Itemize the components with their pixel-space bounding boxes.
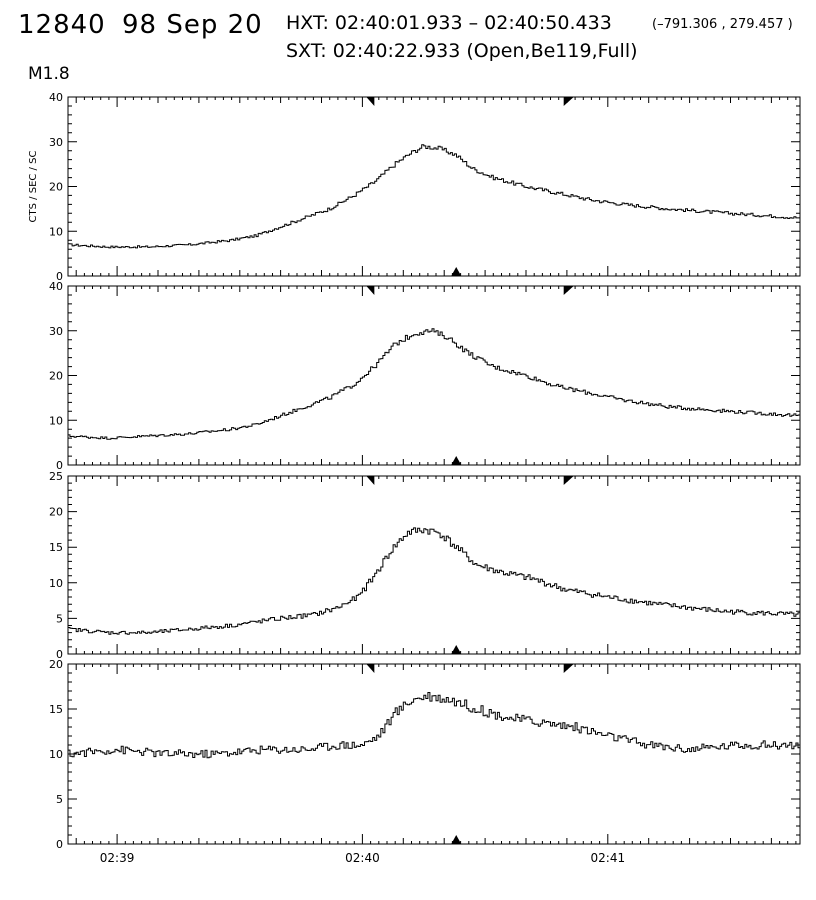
hxt-start-marker <box>366 286 375 295</box>
lightcurve-series <box>68 328 800 440</box>
y-tick-label: 20 <box>49 181 63 194</box>
y-tick-label: 30 <box>49 136 63 149</box>
y-tick-label: 40 <box>49 91 63 104</box>
hxt-start-marker <box>366 664 375 673</box>
y-tick-label: 20 <box>49 370 63 383</box>
x-ticks <box>67 476 797 654</box>
x-ticks <box>67 664 797 844</box>
lightcurve-series <box>68 692 800 759</box>
coordinates: (–791.306 , 279.457 ) <box>652 17 793 32</box>
hxt-start-marker <box>366 476 375 485</box>
x-tick-label: 02:41 <box>591 851 626 865</box>
plot-frame <box>67 96 801 277</box>
y-tick-label: 15 <box>49 703 63 716</box>
event-date: 98 Sep 20 <box>122 10 263 40</box>
sxt-time-marker <box>451 645 462 654</box>
y-tick-label: 20 <box>49 506 63 519</box>
y-tick-label: 0 <box>56 838 63 851</box>
sxt-time-marker <box>451 456 462 465</box>
hxt-start-marker <box>366 97 375 106</box>
lightcurve-series <box>68 527 800 635</box>
plot-frame <box>67 285 801 466</box>
x-tick-label: 02:40 <box>345 851 380 865</box>
y-tick-label: 10 <box>49 414 63 427</box>
flare-class: M1.8 <box>28 64 70 84</box>
hxt-end-marker <box>563 476 574 485</box>
y-tick-label: 25 <box>49 470 63 483</box>
hxt-interval: HXT: 02:40:01.933 – 02:40:50.433 <box>286 12 612 34</box>
x-ticks <box>67 286 797 465</box>
y-tick-label: 30 <box>49 325 63 338</box>
sxt-time-marker <box>451 267 462 276</box>
y-ticks <box>68 96 800 277</box>
y-tick-label: 5 <box>56 793 63 806</box>
y-tick-label: 0 <box>56 270 63 283</box>
y-tick-label: 40 <box>49 280 63 293</box>
y-tick-label: 10 <box>49 577 63 590</box>
y-axis-label: CTS / SEC / SC <box>28 151 39 223</box>
lightcurve-series <box>68 144 800 249</box>
x-tick-label: 02:39 <box>100 851 135 865</box>
sxt-time-marker <box>451 835 462 844</box>
y-tick-label: 10 <box>49 748 63 761</box>
event-id: 12840 <box>18 10 106 40</box>
x-ticks <box>67 97 797 276</box>
y-tick-label: 20 <box>49 658 63 671</box>
hxt-end-marker <box>563 97 574 106</box>
plot-frame <box>67 475 801 655</box>
y-tick-label: 0 <box>56 648 63 661</box>
sxt-time: SXT: 02:40:22.933 (Open,Be119,Full) <box>286 40 638 62</box>
hxt-end-marker <box>563 664 574 673</box>
y-tick-label: 15 <box>49 541 63 554</box>
hxt-end-marker <box>563 286 574 295</box>
y-tick-label: 5 <box>56 612 63 625</box>
y-ticks <box>68 475 800 655</box>
y-tick-label: 10 <box>49 225 63 238</box>
y-ticks <box>68 285 800 466</box>
y-tick-label: 0 <box>56 459 63 472</box>
